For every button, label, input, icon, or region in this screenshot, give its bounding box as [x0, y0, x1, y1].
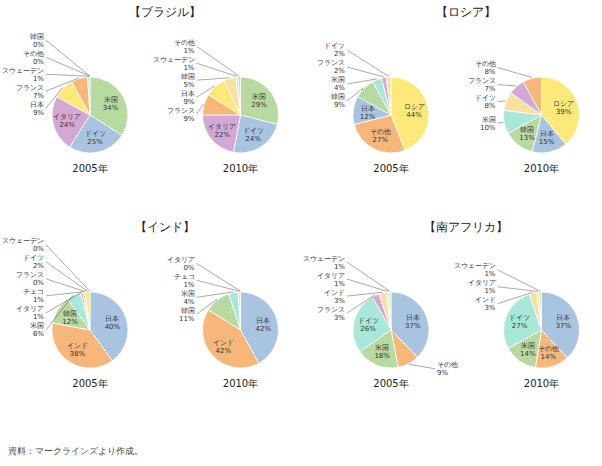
svg-text:インド42%: インド42%: [213, 339, 234, 355]
svg-text:2005年: 2005年: [373, 378, 408, 389]
svg-text:その他0%: その他0%: [23, 50, 44, 66]
svg-text:米国18%: 米国18%: [374, 344, 390, 360]
svg-text:ドイツ26%: ドイツ26%: [358, 317, 379, 333]
svg-text:韓国13%: 韓国13%: [519, 126, 535, 142]
svg-text:ドイツ27%: ドイツ27%: [509, 314, 530, 330]
svg-text:その他14%: その他14%: [538, 345, 559, 361]
svg-text:資料：マークラインズより作成。: 資料：マークラインズより作成。: [8, 446, 143, 456]
svg-text:イタリア1%: イタリア1%: [16, 305, 44, 321]
svg-text:米国4%: 米国4%: [331, 76, 345, 92]
svg-text:韓国9%: 韓国9%: [331, 93, 345, 109]
svg-text:フランス9%: フランス9%: [167, 107, 195, 123]
svg-text:ロシア44%: ロシア44%: [404, 103, 425, 119]
svg-text:スウェーデン0%: スウェーデン0%: [8, 237, 44, 253]
svg-text:2005年: 2005年: [373, 163, 408, 174]
svg-text:その他9%: その他9%: [437, 361, 458, 377]
svg-text:米国10%: 米国10%: [480, 116, 496, 132]
svg-text:日本40%: 日本40%: [105, 315, 121, 331]
svg-text:その他1%: その他1%: [174, 39, 195, 55]
svg-text:日本9%: 日本9%: [181, 90, 195, 106]
svg-text:米国14%: 米国14%: [520, 342, 536, 358]
svg-text:2010年: 2010年: [223, 378, 258, 389]
svg-text:米国29%: 米国29%: [251, 93, 267, 109]
svg-text:チェコ1%: チェコ1%: [23, 288, 44, 304]
svg-text:韓国5%: 韓国5%: [181, 73, 195, 89]
svg-text:日本37%: 日本37%: [405, 314, 421, 330]
svg-text:フランス7%: フランス7%: [468, 77, 496, 93]
svg-text:2005年: 2005年: [72, 163, 107, 174]
svg-text:米国4%: 米国4%: [181, 290, 195, 306]
svg-text:ドイツ8%: ドイツ8%: [475, 94, 496, 110]
svg-text:イタリア1%: イタリア1%: [317, 272, 345, 288]
svg-text:2010年: 2010年: [524, 378, 559, 389]
svg-text:スウェーデン1%: スウェーデン1%: [454, 262, 496, 278]
svg-text:スウェーデン1%: スウェーデン1%: [303, 255, 345, 271]
svg-text:日本15%: 日本15%: [539, 130, 555, 146]
svg-text:ロシア39%: ロシア39%: [553, 100, 574, 116]
svg-text:ドイツ24%: ドイツ24%: [243, 127, 264, 143]
svg-text:スウェーデン1%: スウェーデン1%: [8, 67, 44, 83]
svg-text:インド3%: インド3%: [324, 289, 345, 305]
svg-text:ドイツ2%: ドイツ2%: [23, 254, 44, 270]
svg-text:韓国0%: 韓国0%: [30, 33, 44, 49]
svg-text:フランス2%: フランス2%: [317, 59, 345, 75]
svg-text:イタリア24%: イタリア24%: [53, 113, 81, 129]
svg-text:日本12%: 日本12%: [360, 105, 376, 121]
svg-text:韓国12%: 韓国12%: [62, 310, 78, 326]
svg-text:日本37%: 日本37%: [556, 314, 572, 330]
svg-text:【南アフリカ】: 【南アフリカ】: [424, 220, 508, 234]
svg-text:ドイツ25%: ドイツ25%: [85, 130, 106, 146]
svg-text:【ブラジル】: 【ブラジル】: [129, 5, 201, 19]
svg-text:イタリア0%: イタリア0%: [167, 256, 195, 272]
svg-text:インド38%: インド38%: [67, 342, 88, 358]
svg-text:日本9%: 日本9%: [30, 101, 44, 117]
svg-text:その他27%: その他27%: [370, 128, 391, 144]
svg-text:フランス0%: フランス0%: [16, 271, 44, 287]
svg-text:インド3%: インド3%: [475, 296, 496, 312]
svg-text:2010年: 2010年: [223, 163, 258, 174]
svg-text:米国6%: 米国6%: [30, 322, 44, 338]
svg-text:フランス7%: フランス7%: [16, 84, 44, 100]
svg-text:イタリア22%: イタリア22%: [208, 123, 236, 139]
svg-text:【インド】: 【インド】: [135, 220, 195, 234]
svg-text:チェコ1%: チェコ1%: [174, 273, 195, 289]
svg-text:【ロシア】: 【ロシア】: [436, 5, 496, 19]
svg-text:米国34%: 米国34%: [103, 96, 119, 112]
svg-text:その他8%: その他8%: [475, 60, 496, 76]
svg-text:2010年: 2010年: [524, 163, 559, 174]
svg-text:イタリア1%: イタリア1%: [468, 279, 496, 295]
svg-text:韓国11%: 韓国11%: [179, 307, 195, 323]
svg-text:2005年: 2005年: [72, 378, 107, 389]
svg-text:スウェーデン1%: スウェーデン1%: [153, 56, 195, 72]
svg-text:フランス3%: フランス3%: [317, 306, 345, 322]
svg-text:日本42%: 日本42%: [256, 317, 272, 333]
svg-text:ドイツ2%: ドイツ2%: [324, 42, 345, 58]
